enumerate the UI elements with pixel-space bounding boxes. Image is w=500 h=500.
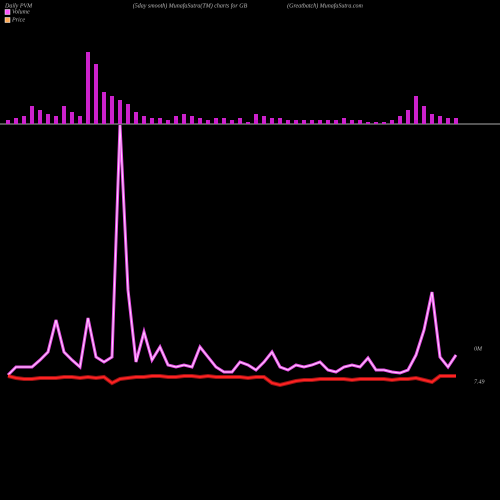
legend-label: Price (11, 17, 25, 23)
volume-bar (446, 118, 450, 124)
series-glow (6, 124, 458, 377)
volume-bar (182, 114, 186, 124)
volume-bar (454, 118, 458, 124)
volume-bar (326, 120, 330, 124)
volume-bar (230, 120, 234, 124)
series-line (7, 374, 456, 387)
volume-bar (46, 114, 50, 124)
volume-bar (134, 112, 138, 124)
volume-bar (350, 120, 354, 124)
volume-bar (406, 110, 410, 124)
volume-bar (198, 118, 202, 124)
volume-bar (318, 120, 322, 124)
chart-subtitle: (5day smooth) MunafaSutra(TM) charts for… (133, 2, 248, 9)
chart-title: Daily PVM (4, 3, 33, 9)
volume-bar (150, 118, 154, 124)
volume-bar (430, 114, 434, 124)
volume-bar (414, 96, 418, 124)
volume-bar (422, 106, 426, 124)
volume-bar (254, 114, 258, 124)
legend-swatch (4, 9, 11, 15)
volume-bar (174, 116, 178, 124)
volume-bar (102, 92, 106, 124)
volume-bar (294, 120, 298, 124)
volume-bar (390, 120, 394, 124)
volume-bar (166, 120, 170, 124)
legend-label: Volume (12, 9, 30, 15)
volume-bar (6, 120, 10, 124)
volume-bar (366, 122, 370, 124)
volume-bar (22, 116, 26, 124)
series-line (7, 124, 457, 376)
volume-bar (398, 116, 402, 124)
volume-bar (222, 118, 226, 124)
volume-bar (302, 120, 306, 124)
volume-bar (270, 118, 274, 124)
volume-bar (94, 64, 98, 124)
volume-bar (334, 120, 338, 124)
legend-swatch (4, 17, 11, 23)
volume-bar (206, 120, 210, 124)
volume-bar (358, 120, 362, 124)
volume-bar (62, 106, 66, 124)
volume-bar (158, 118, 162, 124)
chart-source: (Greatbatch) MunafaSutra.com (287, 2, 363, 9)
volume-bar (86, 52, 90, 124)
volume-bar (374, 122, 378, 124)
volume-bar (286, 120, 290, 124)
volume-bar (262, 116, 266, 124)
volume-bar (30, 106, 34, 124)
volume-bar (278, 118, 282, 124)
volume-bar (78, 116, 82, 124)
volume-bar (70, 112, 74, 124)
volume-bar (118, 100, 122, 124)
volume-bar (190, 116, 194, 124)
volume-bar (382, 122, 386, 124)
volume-bar (342, 118, 346, 124)
volume-bar (54, 116, 58, 124)
volume-bar (38, 110, 42, 124)
volume-bar (142, 116, 146, 124)
volume-bar (246, 122, 250, 124)
volume-bar (438, 116, 442, 124)
volume-bar (126, 104, 130, 124)
end-label: 7.49 (474, 378, 485, 385)
volume-bar (238, 118, 242, 124)
volume-bar (110, 96, 114, 124)
volume-bar (214, 118, 218, 124)
volume-bar (14, 118, 18, 124)
end-label: 0M (474, 346, 483, 352)
volume-bar (310, 120, 314, 124)
